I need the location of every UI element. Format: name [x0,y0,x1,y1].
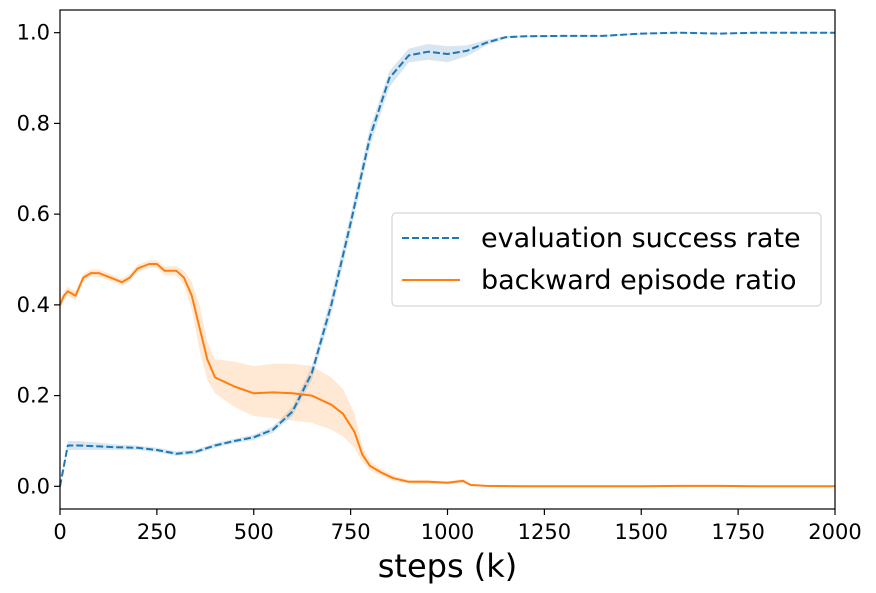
x-tick-label: 1750 [711,520,764,544]
x-axis-ticks: 0 250 500 750 1000 1250 1500 1750 2000 [53,509,862,544]
x-tick-label: 1250 [518,520,571,544]
confidence-bands [60,32,835,487]
x-tick-label: 750 [331,520,371,544]
y-tick-label: 1.0 [17,21,50,45]
series-lines [59,31,835,488]
x-axis-label: steps (k) [378,547,518,585]
x-tick-label: 1500 [615,520,668,544]
x-tick-label: 0 [53,520,66,544]
legend-label: evaluation success rate [481,223,801,254]
y-tick-label: 0.8 [17,111,50,135]
line-series-1 [59,31,835,487]
legend-label: backward episode ratio [481,265,797,296]
y-tick-label: 0.2 [17,384,50,408]
line-series-2 [59,263,835,488]
y-tick-label: 0.4 [17,293,50,317]
x-tick-label: 250 [137,520,177,544]
legend-box [391,212,822,307]
x-tick-label: 1000 [421,520,474,544]
x-tick-label: 500 [234,520,274,544]
band-series-2 [60,260,835,487]
y-tick-label: 0.6 [17,202,50,226]
legend: evaluation success rate backward episode … [391,212,822,307]
y-tick-label: 0.0 [17,474,50,498]
y-axis-ticks: 0.0 0.2 0.4 0.6 0.8 1.0 [17,21,60,498]
x-tick-label: 2000 [808,520,861,544]
